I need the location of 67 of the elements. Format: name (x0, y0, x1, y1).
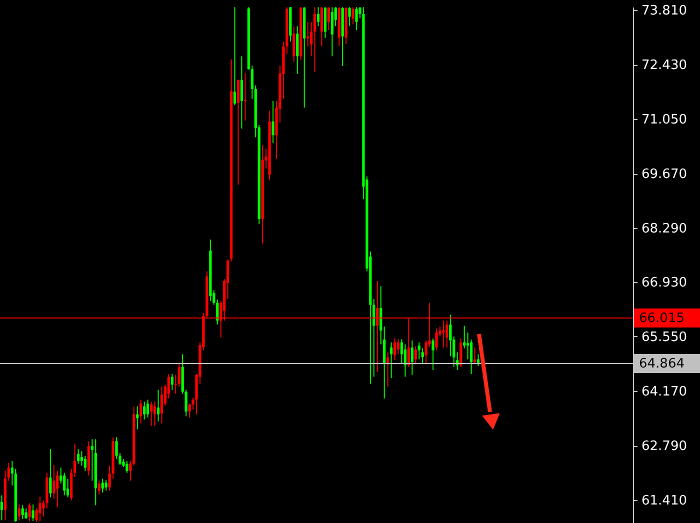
candlestick (76, 448, 80, 464)
candlestick (348, 6, 351, 27)
candlestick (316, 6, 320, 27)
y-tick-label: 72.430 (642, 58, 687, 74)
candlestick (126, 460, 128, 474)
candlestick (442, 320, 445, 348)
candlestick (18, 504, 20, 521)
candlestick (153, 401, 156, 427)
candlestick (21, 504, 24, 520)
candlestick (236, 79, 240, 186)
candlestick (160, 386, 164, 424)
y-tick-label: 68.290 (642, 222, 687, 237)
candlestick (421, 348, 424, 365)
candlestick (98, 480, 100, 496)
candlestick (140, 399, 142, 424)
candlestick (38, 496, 42, 522)
candlestick (306, 21, 310, 47)
y-tick-label: 61.410 (642, 494, 687, 509)
candlestick (84, 455, 87, 472)
candlestick (150, 401, 153, 427)
candlestick (28, 502, 31, 522)
y-tick-label: 62.790 (642, 439, 687, 454)
y-tick-label: 65.550 (642, 330, 687, 345)
candlestick (52, 464, 56, 499)
candlestick (355, 6, 358, 31)
y-tick-label: 66.930 (642, 275, 687, 290)
candlestick (435, 328, 438, 351)
candlestick (240, 56, 244, 130)
candlestick (418, 342, 420, 360)
candlestick (432, 338, 434, 371)
candlestick (390, 342, 393, 378)
candlestick (143, 401, 146, 420)
candlestick (449, 314, 452, 357)
candlestick (0, 494, 4, 521)
candlestick (393, 338, 396, 361)
candlestick (313, 6, 316, 73)
candlestick (460, 338, 462, 368)
candlestick (24, 508, 28, 520)
candlestick (178, 364, 180, 388)
candlestick (104, 479, 108, 492)
candlestick (292, 26, 296, 62)
candlestick (244, 72, 247, 122)
candlestick (466, 332, 470, 360)
candlestick (156, 389, 160, 422)
ref-line-label: 66.015 (639, 311, 684, 326)
candlestick (396, 338, 400, 355)
candlestick (32, 504, 34, 522)
candlestick (410, 340, 414, 376)
candlestick (404, 344, 407, 378)
candlestick (272, 100, 274, 144)
ref-line-label: 64.864 (639, 356, 684, 372)
candlestick (462, 325, 466, 349)
y-tick-label: 73.810 (642, 3, 687, 18)
candlestick (233, 6, 236, 106)
candlestick (446, 320, 448, 348)
candlestick (296, 26, 299, 74)
candlestick (136, 406, 139, 430)
candlestick (330, 6, 334, 57)
y-tick-label: 69.670 (642, 167, 687, 182)
y-tick-label: 64.170 (642, 384, 687, 400)
candlestick (146, 399, 150, 418)
y-tick-label: 71.050 (642, 112, 687, 128)
candlestick (49, 448, 52, 498)
candlestick (352, 6, 354, 25)
candlestick (327, 6, 330, 31)
candlestick (414, 346, 417, 365)
candlestick (101, 478, 104, 494)
